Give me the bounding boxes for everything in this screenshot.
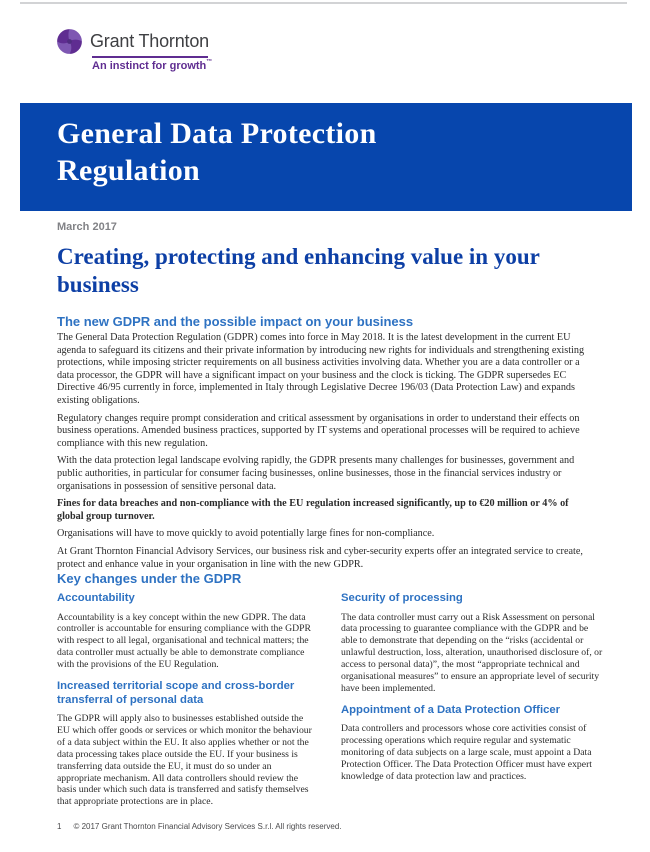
key-changes-heading: Key changes under the GDPR: [57, 571, 242, 586]
intro-paragraphs: The General Data Protection Regulation (…: [57, 332, 597, 576]
banner-title-line2: Regulation: [57, 154, 201, 187]
intro-paragraph: With the data protection legal landscape…: [57, 455, 575, 492]
key-changes-left-column: Accountability Accountability is a key c…: [57, 592, 315, 817]
trademark-symbol: ™: [206, 59, 213, 65]
top-divider: [20, 2, 627, 4]
subsection-body: Accountability is a key concept within t…: [57, 611, 311, 671]
title-banner: General Data Protection Regulation: [20, 103, 632, 211]
page-number: 1: [57, 822, 62, 831]
subsection-heading-security: Security of processing: [341, 592, 463, 604]
subsection-heading-accountability: Accountability: [57, 592, 135, 604]
grant-thornton-swirl-icon: [56, 28, 83, 55]
key-changes-right-column: Security of processing The data controll…: [341, 592, 603, 792]
subsection-heading-territorial-scope: Increased territorial scope and cross-bo…: [57, 680, 295, 706]
page-footer: 1 © 2017 Grant Thornton Financial Adviso…: [57, 822, 342, 831]
publication-date: March 2017: [57, 221, 117, 233]
intro-paragraph: Regulatory changes require prompt consid…: [57, 412, 580, 449]
subsection-heading-dpo: Appointment of a Data Protection Officer: [341, 703, 561, 716]
intro-paragraph: Organisations will have to move quickly …: [57, 528, 435, 540]
intro-paragraph: At Grant Thornton Financial Advisory Ser…: [57, 545, 583, 570]
logo-wordmark: Grant Thornton: [90, 31, 209, 51]
intro-section-heading: The new GDPR and the possible impact on …: [57, 314, 414, 329]
subsection-body: The data controller must carry out a Ris…: [341, 611, 603, 694]
copyright-text: © 2017 Grant Thornton Financial Advisory…: [73, 822, 342, 831]
logo-tagline: An instinct for growth™: [92, 59, 213, 72]
subsection-body: Data controllers and processors whose co…: [341, 723, 592, 782]
logo-tagline-text: An instinct for growth: [92, 60, 207, 72]
intro-paragraph-bold: Fines for data breaches and non-complian…: [57, 498, 569, 522]
intro-paragraph: The General Data Protection Regulation (…: [57, 332, 585, 406]
banner-title-line1: General Data Protection: [57, 117, 377, 150]
logo-divider: [92, 56, 208, 58]
subsection-body: The GDPR will apply also to businesses e…: [57, 713, 312, 808]
page-title: Creating, protecting and enhancing value…: [57, 244, 540, 297]
